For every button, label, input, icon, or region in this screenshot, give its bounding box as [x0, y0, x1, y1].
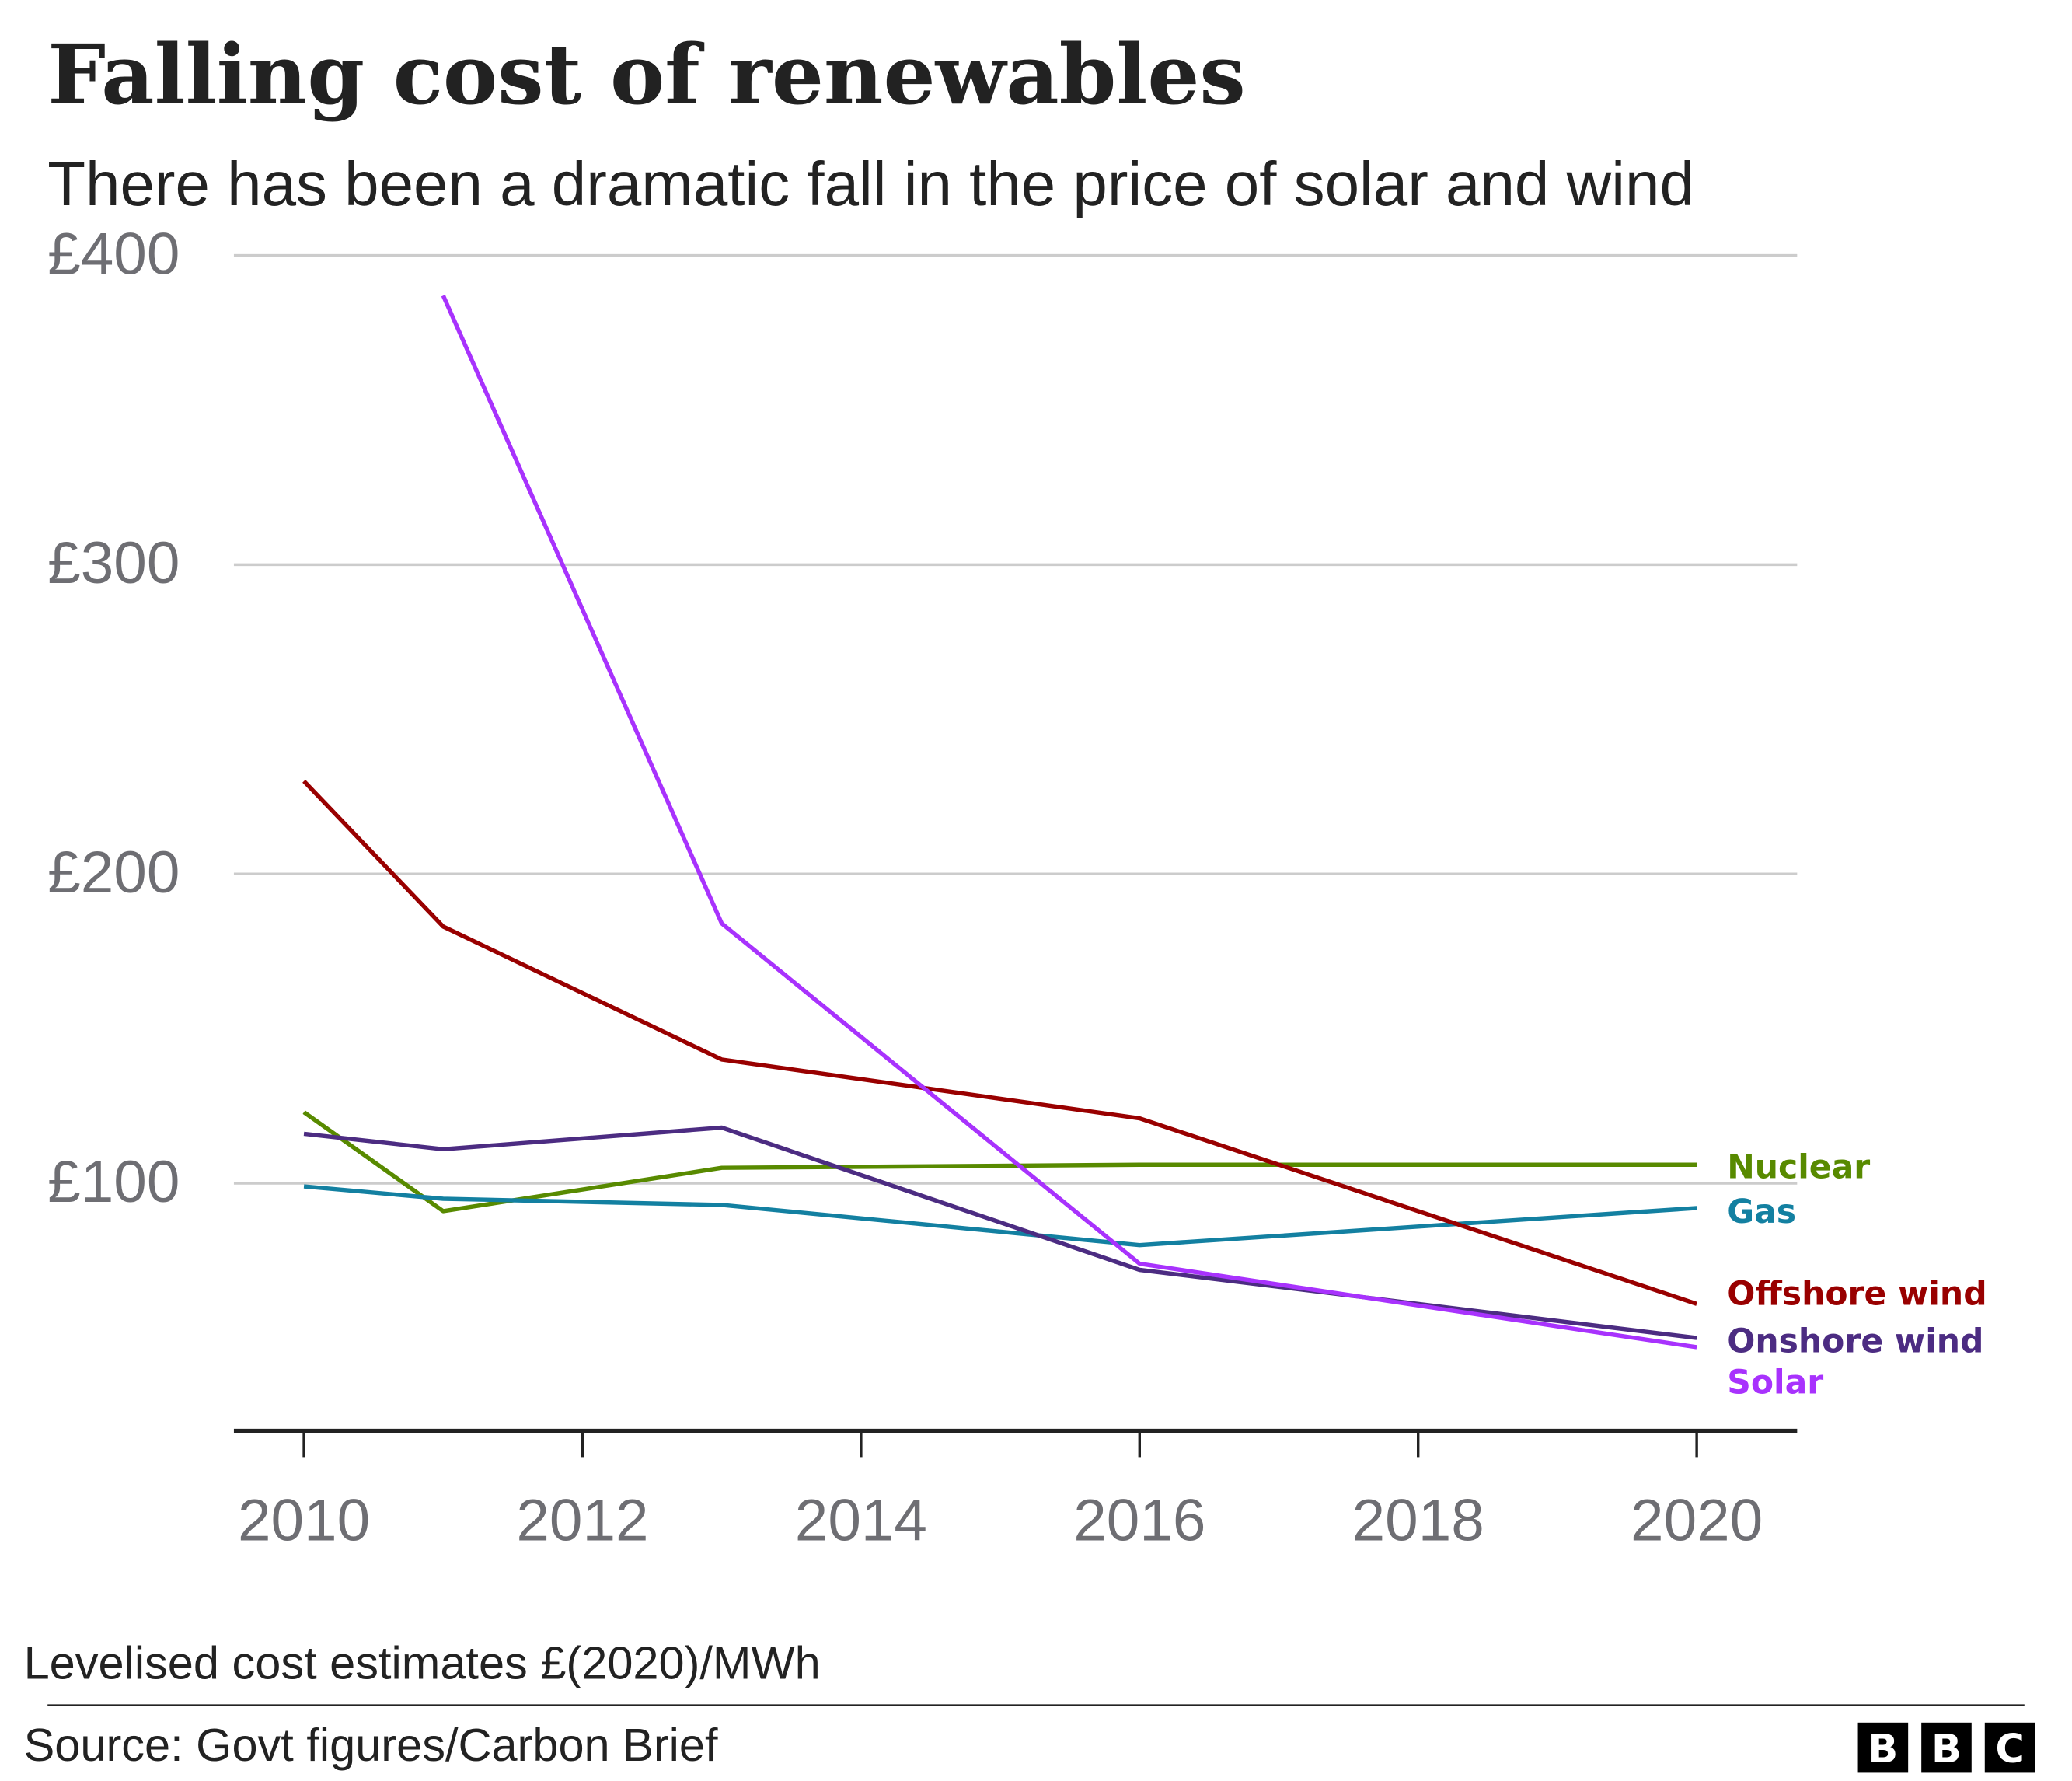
footnote: Levelised cost estimates £(2020)/MWh — [24, 1637, 821, 1689]
chart-title: Falling cost of renewables — [47, 26, 1246, 123]
y-tick-label: £100 — [47, 1149, 180, 1215]
x-tick-label: 2018 — [1352, 1488, 1484, 1554]
x-tick-label: 2016 — [1073, 1488, 1205, 1554]
x-tick-label: 2012 — [516, 1488, 648, 1554]
y-tick-label: £300 — [47, 530, 180, 596]
series-label-nuclear: Nuclear — [1727, 1148, 1870, 1186]
source-text: Source: Govt figures/Carbon Brief — [24, 1719, 718, 1771]
series-label-solar: Solar — [1727, 1364, 1823, 1402]
svg-text:B: B — [1931, 1727, 1962, 1772]
series-line-nuclear — [302, 1110, 1697, 1214]
x-tick-label: 2014 — [795, 1488, 927, 1554]
y-tick-label: £200 — [47, 840, 180, 906]
bbc-logo: B B C — [1857, 1722, 2035, 1773]
series-label-onshore-wind: Onshore wind — [1727, 1323, 1983, 1361]
svg-text:C: C — [1995, 1727, 2024, 1772]
series-label-gas: Gas — [1727, 1193, 1796, 1231]
x-tick-label: 2010 — [238, 1488, 370, 1554]
y-tick-label: £400 — [47, 221, 180, 287]
series-line-offshore-wind — [302, 780, 1697, 1306]
series-label-offshore-wind: Offshore wind — [1727, 1276, 1987, 1314]
svg-text:B: B — [1868, 1727, 1898, 1772]
series-line-solar — [441, 295, 1697, 1350]
chart-subtitle: There has been a dramatic fall in the pr… — [47, 149, 1694, 218]
x-tick-label: 2020 — [1631, 1488, 1763, 1554]
